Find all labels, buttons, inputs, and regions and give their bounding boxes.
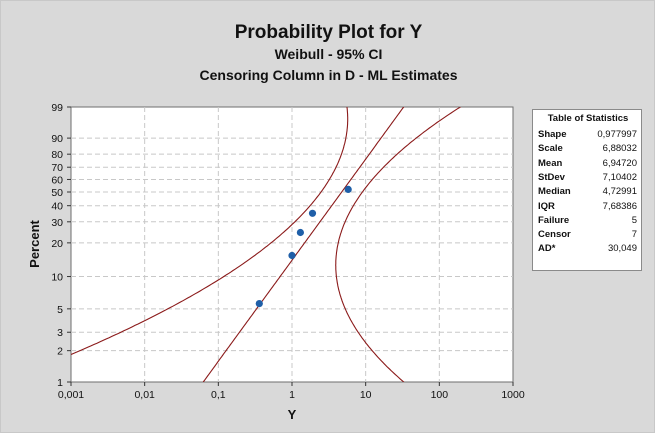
stat-label: Mean <box>538 157 563 169</box>
y-tick-label: 40 <box>51 201 63 213</box>
y-tick-label: 70 <box>51 162 63 174</box>
stat-value: 6,94720 <box>602 157 637 169</box>
stat-label: AD* <box>538 243 556 255</box>
stat-label: StDev <box>538 171 565 183</box>
x-tick-label: 0,01 <box>134 389 155 401</box>
statistics-table: Table of Statistics Shape 0,977997 Scale 6,… <box>532 109 642 271</box>
fitted-line <box>202 107 405 382</box>
stat-label: Shape <box>538 129 567 140</box>
stat-label: Scale <box>538 143 563 155</box>
chart-title: Probability Plot for Y <box>234 22 423 43</box>
x-tick-label: 0,001 <box>58 389 84 401</box>
y-tick-label: 1 <box>57 377 63 389</box>
ci-lower-band <box>71 107 349 356</box>
y-tick-label: 90 <box>51 133 63 145</box>
stat-row: Censor 7 <box>538 229 637 241</box>
stat-row: IQR 7,68386 <box>538 201 637 213</box>
data-point <box>288 251 296 260</box>
stat-row: Scale 6,88032 <box>538 143 637 155</box>
stat-value: 6,88032 <box>602 143 637 155</box>
stat-label: Censor <box>538 229 571 241</box>
stat-label: IQR <box>538 200 555 212</box>
y-tick-label: 5 <box>57 304 63 316</box>
data-point <box>308 209 317 217</box>
y-tick-label: 20 <box>51 238 63 250</box>
y-tick-label: 2 <box>57 346 63 358</box>
statistics-table-title: Table of Statistics <box>547 113 629 124</box>
stat-row: Failure 5 <box>538 215 637 227</box>
chart-subtitle: Weibull - 95% CI <box>274 46 383 62</box>
y-tick-label: 99 <box>51 102 63 114</box>
stat-value: 30,049 <box>607 243 637 255</box>
y-tick-label: 10 <box>51 272 63 284</box>
x-tick-label: 100 <box>431 389 449 401</box>
y-tick-label: 60 <box>51 174 63 186</box>
x-tick-label: 1 <box>289 389 295 401</box>
stat-value: 4,72991 <box>602 186 637 198</box>
y-axis-label: Percent <box>27 219 42 267</box>
stat-value: 7,68386 <box>602 200 637 212</box>
stat-label: Median <box>538 186 571 198</box>
stat-value: 7 <box>631 229 637 241</box>
stat-row: Mean 6,94720 <box>538 158 637 170</box>
stat-row: Median 4,72991 <box>538 186 637 198</box>
x-tick-label: 1000 <box>501 389 525 401</box>
stat-row: StDev 7,10402 <box>538 172 637 184</box>
x-axis-label: Y <box>288 407 297 422</box>
data-point <box>296 228 304 237</box>
stat-row: Shape 0,977997 <box>538 129 637 141</box>
ci-upper-band <box>335 107 462 382</box>
data-point <box>344 185 352 193</box>
stat-value: 0,977997 <box>597 129 637 140</box>
data-point <box>255 300 263 308</box>
stat-label: Failure <box>538 214 570 226</box>
stat-value: 7,10402 <box>602 171 637 183</box>
y-tick-label: 30 <box>51 217 63 229</box>
y-tick-label: 50 <box>51 187 63 199</box>
chart-subtitle-2: Censoring Column in D - ML Estimates <box>199 67 458 83</box>
stat-value: 5 <box>631 214 637 226</box>
y-tick-label: 80 <box>51 149 63 161</box>
x-tick-label: 10 <box>360 389 372 401</box>
y-tick-label: 3 <box>57 327 63 339</box>
stat-row: AD* 30,049 <box>538 243 637 255</box>
x-tick-label: 0,1 <box>211 389 226 401</box>
